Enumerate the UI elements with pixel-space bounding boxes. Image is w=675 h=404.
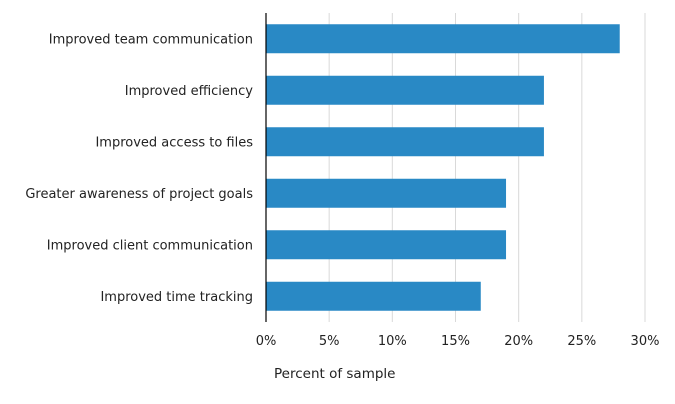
category-labels: Improved team communication Improved effi… (25, 32, 253, 305)
x-tick-label: 30% (631, 334, 660, 349)
category-label: Greater awareness of project goals (25, 187, 253, 202)
gridlines (328, 13, 646, 322)
x-tick-label: 25% (567, 334, 596, 349)
category-label: Improved efficiency (125, 84, 254, 99)
bar (266, 281, 481, 311)
bar (266, 230, 507, 260)
bar (266, 127, 544, 157)
x-tick-label: 0% (256, 334, 277, 349)
bar (266, 24, 620, 54)
x-tick-labels: 0% 5% 10% 15% 20% 25% 30% (256, 334, 660, 349)
x-tick-label: 20% (504, 334, 533, 349)
category-label: Improved time tracking (100, 290, 253, 305)
category-label: Improved team communication (49, 32, 253, 47)
x-axis-label: Percent of sample (274, 366, 395, 382)
x-tick-label: 15% (441, 334, 470, 349)
bar (266, 178, 507, 208)
x-tick-label: 10% (378, 334, 407, 349)
bar (266, 75, 544, 105)
bars (266, 24, 620, 311)
category-label: Improved access to files (95, 135, 253, 150)
x-tick-label: 5% (319, 334, 340, 349)
category-label: Improved client communication (47, 238, 253, 253)
